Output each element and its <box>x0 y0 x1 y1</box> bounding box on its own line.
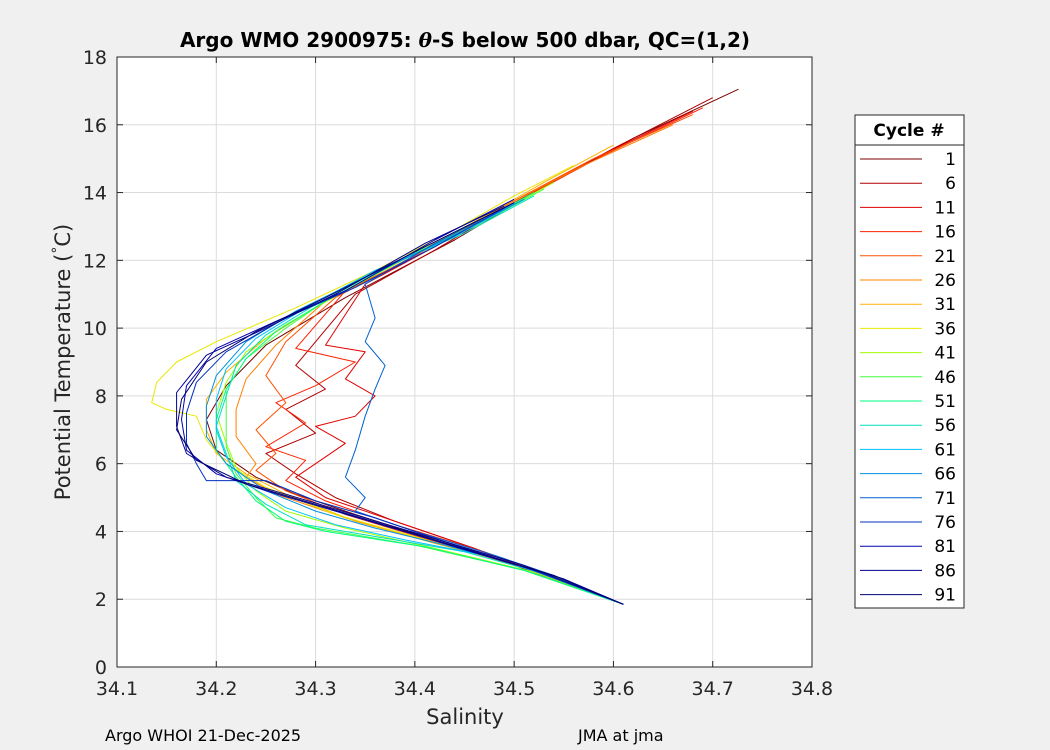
x-tick-label: 34.4 <box>394 678 436 700</box>
y-tick-label: 4 <box>95 521 107 543</box>
grid-lines <box>117 57 812 667</box>
legend-label: 46 <box>934 368 956 388</box>
y-tick-label: 12 <box>83 250 107 272</box>
footer-source: Argo WHOI 21-Dec-2025 <box>105 726 302 745</box>
series-lines <box>151 88 739 605</box>
legend: Cycle # 16111621263136414651566166717681… <box>854 114 965 609</box>
plot-area-background <box>117 57 812 667</box>
legend-label: 56 <box>934 416 956 436</box>
series-line-cycle-71 <box>344 202 624 605</box>
legend-label: 41 <box>934 344 956 364</box>
legend-label: 1 <box>945 150 956 170</box>
legend-label: 71 <box>934 489 956 509</box>
chart-title: Argo WMO 2900975: θ-S below 500 dbar, QC… <box>180 28 750 52</box>
y-tick-label: 18 <box>83 47 107 69</box>
x-tick-label: 34.8 <box>791 678 833 700</box>
footer-credit: JMA at jma <box>578 726 664 745</box>
x-axis: 34.1 34.2 34.3 34.4 34.5 34.6 34.7 34.8 <box>96 57 833 700</box>
legend-label: 11 <box>934 198 956 218</box>
y-axis-label: Potential Temperature (°C) <box>50 224 75 500</box>
legend-label: 6 <box>945 174 956 194</box>
y-tick-label: 14 <box>83 183 107 205</box>
legend-label: 51 <box>934 392 956 412</box>
legend-label: 16 <box>934 223 956 243</box>
legend-label: 31 <box>934 295 956 315</box>
chart-title-part-1: Argo WMO 2900975: <box>180 28 419 52</box>
legend-label: 21 <box>934 247 956 267</box>
series-line-cycle-86 <box>176 205 624 605</box>
y-axis: 0 2 4 6 8 10 12 14 16 18 <box>83 47 812 679</box>
x-tick-label: 34.7 <box>692 678 734 700</box>
y-axis-label-degree: ° <box>50 247 66 254</box>
legend-label: 36 <box>934 319 956 339</box>
series-line-cycle-91 <box>176 202 624 605</box>
y-tick-label: 2 <box>95 589 107 611</box>
x-tick-label: 34.1 <box>96 678 138 700</box>
legend-label: 91 <box>934 586 956 606</box>
x-axis-label: Salinity <box>426 705 504 729</box>
y-tick-label: 10 <box>83 318 107 340</box>
plot-area-border <box>116 56 813 668</box>
y-tick-label: 6 <box>95 454 107 476</box>
x-tick-label: 34.3 <box>294 678 336 700</box>
legend-label: 76 <box>934 513 956 533</box>
legend-label: 61 <box>934 440 956 460</box>
y-axis-label-part-1: Potential Temperature ( <box>51 254 75 501</box>
x-tick-label: 34.6 <box>592 678 634 700</box>
y-axis-label-part-2: C) <box>51 224 75 247</box>
legend-label: 86 <box>934 561 956 581</box>
legend-title: Cycle # <box>873 121 944 141</box>
y-tick-label: 0 <box>95 657 107 679</box>
legend-label: 81 <box>934 537 956 557</box>
y-tick-label: 16 <box>83 115 107 137</box>
chart-title-part-2: -S below 500 dbar, QC=(1,2) <box>432 28 750 52</box>
legend-label: 66 <box>934 465 956 485</box>
x-tick-label: 34.2 <box>195 678 237 700</box>
y-tick-label: 8 <box>95 386 107 408</box>
legend-label: 26 <box>934 271 956 291</box>
x-tick-label: 34.5 <box>493 678 535 700</box>
chart-title-theta: θ <box>419 28 433 52</box>
